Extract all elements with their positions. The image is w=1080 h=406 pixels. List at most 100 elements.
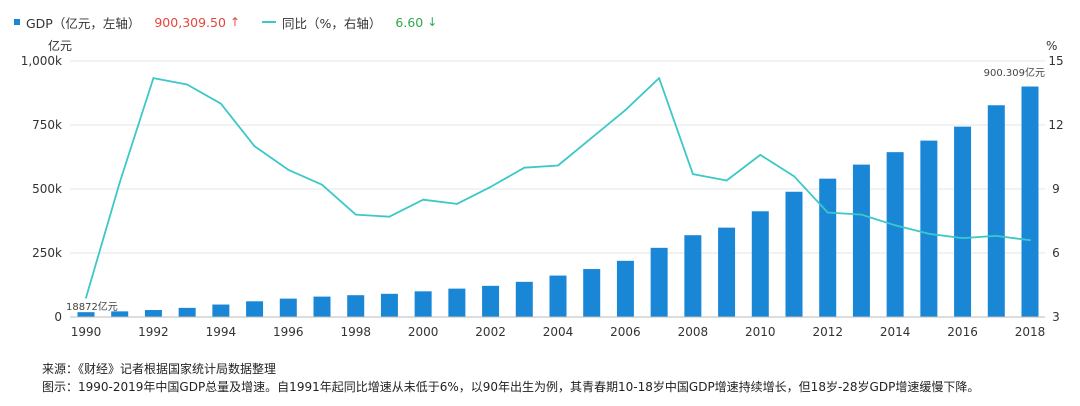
growth-point	[253, 145, 256, 148]
left-axis-unit: 亿元	[48, 38, 72, 53]
x-axis-tick-label: 1998	[340, 325, 371, 339]
gdp-bar	[77, 312, 95, 317]
gdp-bar	[1021, 86, 1039, 317]
growth-point	[826, 211, 829, 214]
x-axis-tick-label: 2008	[678, 325, 709, 339]
legend-gdp-value: 900,309.50	[154, 14, 226, 30]
growth-point	[793, 175, 795, 178]
right-axis-tick-label: 9	[1052, 182, 1060, 196]
growth-point	[860, 213, 863, 216]
left-axis-tick-label: 1,000k	[21, 54, 62, 68]
x-axis-tick-label: 2010	[745, 325, 776, 339]
growth-point	[590, 136, 593, 139]
last-bar-label: 900.309亿元	[984, 66, 1045, 79]
left-axis-tick-label: 250k	[32, 246, 62, 260]
gdp-bar-swatch	[14, 19, 20, 25]
x-axis-tick-label: 1990	[71, 325, 102, 339]
growth-point	[691, 173, 694, 175]
caption-source: 来源：《财经》记者根据国家统计局数据整理	[42, 362, 277, 376]
gdp-chart: 0 250k 500k 750k 1,000k 3 6 9 12 15 亿元 % 1990 1992 199…	[21, 38, 1064, 339]
gdp-bar	[954, 126, 972, 317]
x-axis-tick-label: 2014	[880, 325, 911, 339]
gdp-bar	[448, 288, 466, 317]
gdp-bar	[144, 310, 162, 317]
growth-point	[658, 77, 661, 79]
arrow-up-icon: ↑	[229, 15, 240, 29]
growth-point	[489, 185, 492, 188]
gdp-bar	[751, 211, 769, 317]
growth-point	[186, 83, 189, 86]
right-axis-unit: %	[1046, 39, 1057, 53]
gdp-bar	[380, 293, 398, 317]
axes: 0 250k 500k 750k 1,000k 3 6 9 12 15 亿元 % 1990 1992 199…	[21, 38, 1064, 339]
gdp-bar	[684, 235, 702, 317]
growth-point	[118, 181, 121, 184]
growth-point	[354, 213, 357, 216]
legend-item-gdp[interactable]: GDP（亿元，左轴） 900,309.50 ↑	[14, 13, 240, 32]
growth-point	[152, 77, 155, 79]
gdp-bar	[583, 269, 601, 317]
growth-point	[1029, 239, 1031, 242]
gdp-bar	[852, 164, 870, 317]
gdp-bar	[650, 247, 668, 317]
x-axis-tick-label: 1994	[206, 325, 237, 339]
x-axis-tick-label: 2002	[475, 325, 506, 339]
gdp-bar	[246, 301, 264, 317]
growth-point	[725, 179, 728, 182]
growth-point	[557, 164, 559, 167]
gdp-bar	[313, 296, 331, 317]
growth-line-layer	[85, 77, 1031, 299]
gdp-bar	[785, 191, 803, 317]
arrow-down-icon: ↓	[427, 15, 438, 29]
gdp-bar	[414, 291, 432, 317]
growth-point	[321, 183, 323, 186]
x-axis-tick-label: 2006	[610, 325, 641, 339]
legend-item-growth[interactable]: 同比（%，右轴） 6.60 ↓	[262, 13, 437, 32]
growth-point	[422, 198, 425, 201]
gdp-bar	[819, 178, 837, 317]
growth-point	[523, 166, 526, 169]
gdp-bars	[77, 86, 1039, 317]
gdp-bar	[482, 285, 500, 317]
gdp-bar	[549, 275, 567, 317]
gdp-bar	[987, 105, 1005, 317]
gdp-bar	[178, 307, 196, 317]
growth-point	[961, 237, 964, 239]
left-axis-tick-label: 750k	[32, 118, 62, 132]
growth-point	[894, 224, 897, 227]
right-axis-tick-label: 6	[1052, 246, 1060, 260]
right-axis-tick-label: 12	[1048, 118, 1063, 132]
caption-note: 图示：1990-2019年中国GDP总量及增速。自1991年起同比增速从未低于6…	[42, 380, 980, 394]
gdp-bar	[920, 140, 938, 317]
growth-point	[455, 203, 458, 205]
gdp-bar	[347, 295, 365, 317]
gdp-bar	[616, 260, 634, 317]
first-bar-label: 18872亿元	[66, 300, 118, 313]
growth-point	[287, 168, 290, 171]
x-axis-tick-label: 2012	[812, 325, 843, 339]
chart-legend: GDP（亿元，左轴） 900,309.50 ↑ 同比（%，右轴） 6.60 ↓	[14, 12, 459, 32]
gdp-bar	[111, 311, 129, 317]
gdp-bar	[212, 304, 230, 317]
gdp-bar	[718, 227, 736, 317]
growth-point	[624, 109, 627, 111]
growth-point	[759, 153, 762, 156]
growth-point	[927, 232, 930, 235]
x-axis-tick-label: 2018	[1015, 325, 1046, 339]
gdp-bar	[886, 152, 904, 317]
x-axis-tick-label: 2000	[408, 325, 439, 339]
legend-growth-value: 6.60	[395, 14, 424, 30]
growth-line-swatch	[262, 21, 276, 23]
gdp-bar	[279, 298, 297, 317]
growth-point	[219, 102, 222, 105]
right-axis-tick-label: 3	[1052, 310, 1060, 324]
gridlines	[70, 60, 1045, 254]
x-axis-tick-label: 2016	[947, 325, 978, 339]
x-axis-tick-label: 1996	[273, 325, 304, 339]
left-axis-tick-label: 0	[54, 310, 62, 324]
growth-point	[85, 296, 87, 299]
x-axis-tick-label: 2004	[543, 325, 574, 339]
legend-growth-label: 同比（%，右轴）	[282, 15, 382, 31]
gdp-bar	[515, 281, 533, 317]
growth-point	[388, 215, 391, 218]
